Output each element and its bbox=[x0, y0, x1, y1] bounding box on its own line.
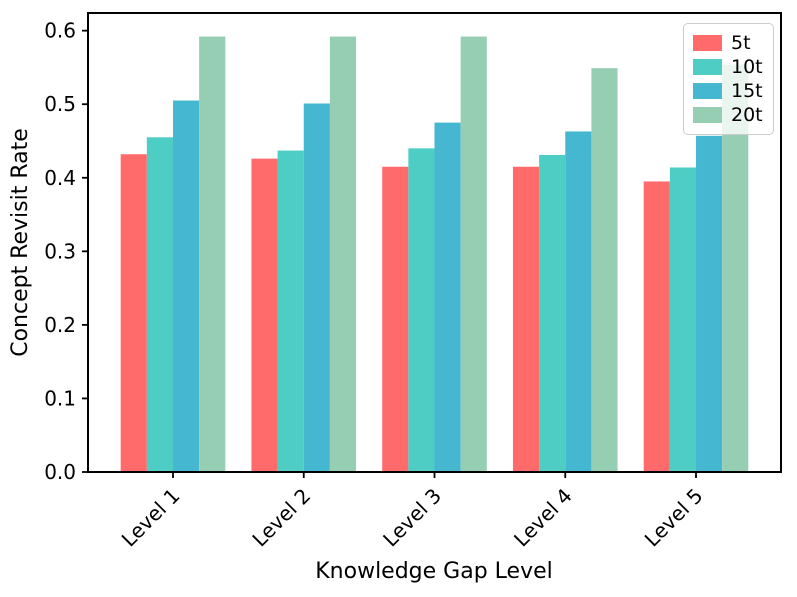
bar-level-1-10t bbox=[146, 137, 173, 472]
bar-level-4-15t bbox=[565, 131, 592, 472]
bar-level-4-20t bbox=[591, 68, 618, 473]
y-tick-label-0.3: 0.3 bbox=[44, 239, 76, 263]
bar-level-2-15t bbox=[303, 103, 330, 472]
legend-swatch-15t bbox=[693, 83, 722, 99]
legend-label-15t: 15t bbox=[731, 80, 763, 102]
x-tick-label-level-5: Level 5 bbox=[640, 484, 708, 552]
bar-level-1-5t bbox=[120, 154, 147, 473]
legend-item-5t: 5t bbox=[693, 31, 765, 55]
bar-level-4-10t bbox=[539, 154, 566, 472]
bar-level-5-10t bbox=[669, 167, 697, 472]
bar-level-4-5t bbox=[512, 166, 540, 473]
y-tick-label-0.4: 0.4 bbox=[44, 166, 76, 190]
legend-swatch-10t bbox=[693, 59, 722, 75]
legend-swatch-5t bbox=[693, 35, 722, 51]
y-tick-label-0.2: 0.2 bbox=[44, 313, 76, 337]
legend: 5t 10t 15t 20t bbox=[683, 23, 774, 135]
bar-level-2-10t bbox=[277, 150, 304, 473]
x-tick-label-level-3: Level 3 bbox=[378, 484, 446, 552]
y-tick-label-0.5: 0.5 bbox=[44, 92, 76, 116]
y-tick-label-0.6: 0.6 bbox=[44, 19, 76, 43]
legend-label-5t: 5t bbox=[731, 32, 751, 54]
legend-swatch-20t bbox=[693, 107, 722, 123]
bar-level-3-20t bbox=[460, 36, 487, 472]
legend-label-20t: 20t bbox=[731, 104, 763, 126]
legend-item-15t: 15t bbox=[693, 79, 765, 103]
bar-level-2-20t bbox=[329, 36, 357, 472]
bar-level-3-15t bbox=[434, 122, 461, 472]
bars-layer bbox=[120, 36, 749, 473]
y-axis-label: Concept Revisit Rate bbox=[8, 128, 33, 357]
bar-level-2-5t bbox=[251, 158, 278, 472]
bar-level-3-5t bbox=[382, 166, 409, 473]
x-axis-label: Knowledge Gap Level bbox=[315, 559, 553, 584]
legend-item-10t: 10t bbox=[693, 55, 765, 79]
x-tick-label-level-2: Level 2 bbox=[247, 484, 315, 552]
bar-level-3-10t bbox=[408, 148, 435, 472]
bar-level-1-15t bbox=[172, 100, 200, 472]
y-tick-label-0.0: 0.0 bbox=[44, 460, 76, 484]
y-tick-label-0.1: 0.1 bbox=[44, 386, 76, 410]
legend-item-20t: 20t bbox=[693, 103, 765, 127]
bar-level-5-5t bbox=[643, 181, 670, 472]
x-tick-label-level-1: Level 1 bbox=[117, 484, 185, 552]
bar-level-5-15t bbox=[696, 135, 723, 472]
x-tick-label-level-4: Level 4 bbox=[509, 484, 577, 552]
bar-level-1-20t bbox=[199, 36, 226, 472]
legend-label-10t: 10t bbox=[731, 56, 763, 78]
